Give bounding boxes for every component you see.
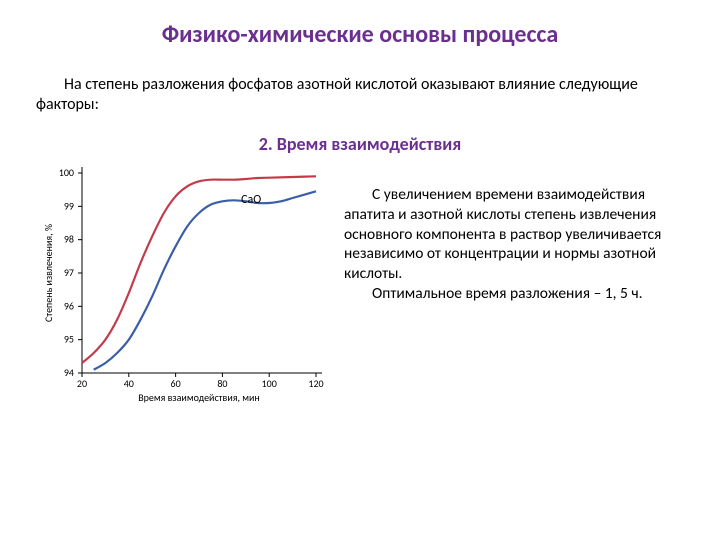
y-tick-label: 96 — [64, 299, 74, 312]
y-tick-label: 97 — [64, 266, 74, 279]
y-tick-label: 94 — [64, 366, 74, 379]
x-tick-label: 120 — [308, 377, 323, 390]
y-tick-label: 98 — [64, 233, 74, 246]
y-tick-label: 100 — [59, 166, 74, 179]
slide-root: Физико-химические основы процесса На сте… — [0, 0, 720, 540]
y-tick-label: 95 — [64, 333, 74, 346]
series-label-CaO: CaO — [241, 193, 261, 207]
x-tick-label: 80 — [217, 377, 227, 390]
content-row: 20406080100120949596979899100Время взаим… — [36, 163, 684, 423]
x-tick-label: 60 — [171, 377, 181, 390]
description-block: С увеличением времени взаимодейст­вия ап… — [344, 163, 684, 304]
x-axis-title: Время взаимодействия, мин — [138, 391, 260, 404]
description-paragraph-1: С увеличением времени взаимодейст­вия ап… — [344, 185, 684, 284]
extraction-chart: 20406080100120949596979899100Время взаим… — [36, 163, 336, 423]
description-paragraph-2: Оптимальное время разложения – 1, 5 ч. — [344, 284, 684, 304]
intro-text: На степень разложения фосфатов азотной к… — [36, 75, 684, 115]
page-title: Физико-химические основы процесса — [36, 20, 684, 49]
y-tick-label: 99 — [64, 199, 74, 212]
section-subtitle: 2. Время взаимодействия — [36, 133, 684, 155]
series-P2O5 — [82, 176, 316, 363]
series-CaO — [94, 191, 316, 369]
y-axis-title: Степень извлечения, % — [42, 224, 55, 322]
x-tick-label: 100 — [262, 377, 277, 390]
x-tick-label: 40 — [124, 377, 134, 390]
x-tick-label: 20 — [77, 377, 87, 390]
chart-container: 20406080100120949596979899100Время взаим… — [36, 163, 336, 423]
